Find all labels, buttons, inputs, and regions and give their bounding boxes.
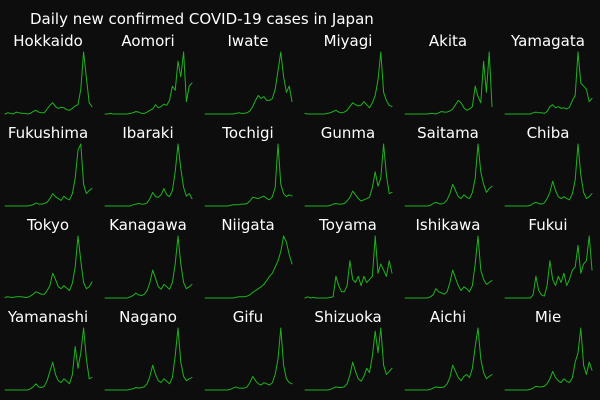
panel-iwate: Iwate — [204, 32, 293, 115]
panel-label-akita: Akita — [429, 32, 467, 50]
panel-label-aomori: Aomori — [121, 32, 174, 50]
panel-aomori: Aomori — [104, 32, 193, 115]
chart-title: Daily new confirmed COVID-19 cases in Ja… — [30, 10, 374, 28]
panel-label-chiba: Chiba — [527, 124, 570, 142]
panel-kanagawa: Kanagawa — [104, 216, 193, 299]
panel-hokkaido: Hokkaido — [4, 32, 93, 115]
panel-label-niigata: Niigata — [221, 216, 274, 234]
panel-tokyo: Tokyo — [4, 216, 93, 298]
panel-label-iwate: Iwate — [228, 32, 269, 50]
panel-aichi: Aichi — [404, 308, 493, 391]
series-line-yamanashi — [4, 327, 93, 391]
series-line-nagano — [104, 327, 193, 391]
panel-yamagata: Yamagata — [504, 32, 593, 115]
series-line-saitama — [404, 143, 493, 207]
panel-fukui: Fukui — [504, 216, 593, 299]
panel-label-gunma: Gunma — [321, 124, 375, 142]
panel-tochigi: Tochigi — [204, 124, 293, 207]
panel-label-tochigi: Tochigi — [221, 124, 273, 142]
panel-label-saitama: Saitama — [417, 124, 479, 142]
panel-mie: Mie — [504, 308, 593, 391]
panel-fukushima: Fukushima — [4, 124, 93, 207]
series-line-ishikawa — [404, 235, 493, 299]
panel-chiba: Chiba — [504, 124, 593, 207]
series-line-fukui — [504, 235, 593, 299]
series-line-fukushima — [4, 143, 93, 207]
panel-label-kanagawa: Kanagawa — [109, 216, 187, 234]
panel-label-ishikawa: Ishikawa — [416, 216, 481, 234]
series-line-toyama — [304, 235, 393, 299]
panel-label-yamanashi: Yamanashi — [7, 308, 88, 326]
panel-label-gifu: Gifu — [233, 308, 264, 326]
panel-shizuoka: Shizuoka — [304, 308, 393, 391]
panel-label-tokyo: Tokyo — [26, 216, 69, 234]
panel-akita: Akita — [404, 32, 493, 115]
series-line-akita — [404, 51, 493, 115]
series-line-aichi — [404, 327, 493, 391]
panel-grid: Hokkaido Aomori Iwate Miyagi Akita Yamagata Fu… — [4, 32, 593, 391]
series-line-tokyo — [4, 235, 93, 298]
panel-label-aichi: Aichi — [430, 308, 466, 326]
panel-label-shizuoka: Shizuoka — [314, 308, 381, 326]
panel-label-fukushima: Fukushima — [8, 124, 88, 142]
panel-ibaraki: Ibaraki — [104, 124, 193, 207]
series-line-yamagata — [504, 51, 593, 115]
panel-label-hokkaido: Hokkaido — [13, 32, 83, 50]
series-line-niigata — [204, 235, 293, 299]
panel-niigata: Niigata — [204, 216, 293, 299]
panel-saitama: Saitama — [404, 124, 493, 207]
panel-label-nagano: Nagano — [119, 308, 177, 326]
panel-ishikawa: Ishikawa — [404, 216, 493, 299]
series-line-tochigi — [204, 143, 293, 207]
series-line-gunma — [304, 143, 393, 207]
panel-label-ibaraki: Ibaraki — [122, 124, 173, 142]
panel-gifu: Gifu — [204, 308, 293, 391]
series-line-iwate — [204, 51, 293, 115]
series-line-kanagawa — [104, 235, 193, 299]
series-line-chiba — [504, 143, 593, 207]
panel-miyagi: Miyagi — [304, 32, 393, 115]
panel-label-toyama: Toyama — [318, 216, 377, 234]
panel-yamanashi: Yamanashi — [4, 308, 93, 391]
panel-label-fukui: Fukui — [528, 216, 567, 234]
series-line-aomori — [104, 51, 193, 115]
panel-toyama: Toyama — [304, 216, 393, 299]
panel-label-yamagata: Yamagata — [510, 32, 585, 50]
series-line-gifu — [204, 327, 293, 391]
panel-nagano: Nagano — [104, 308, 193, 391]
series-line-mie — [504, 327, 593, 391]
series-line-miyagi — [304, 51, 393, 115]
series-line-hokkaido — [4, 51, 93, 115]
panel-label-miyagi: Miyagi — [324, 32, 373, 50]
series-line-shizuoka — [304, 327, 393, 391]
series-line-ibaraki — [104, 143, 193, 207]
panel-gunma: Gunma — [304, 124, 393, 207]
panel-label-mie: Mie — [535, 308, 561, 326]
